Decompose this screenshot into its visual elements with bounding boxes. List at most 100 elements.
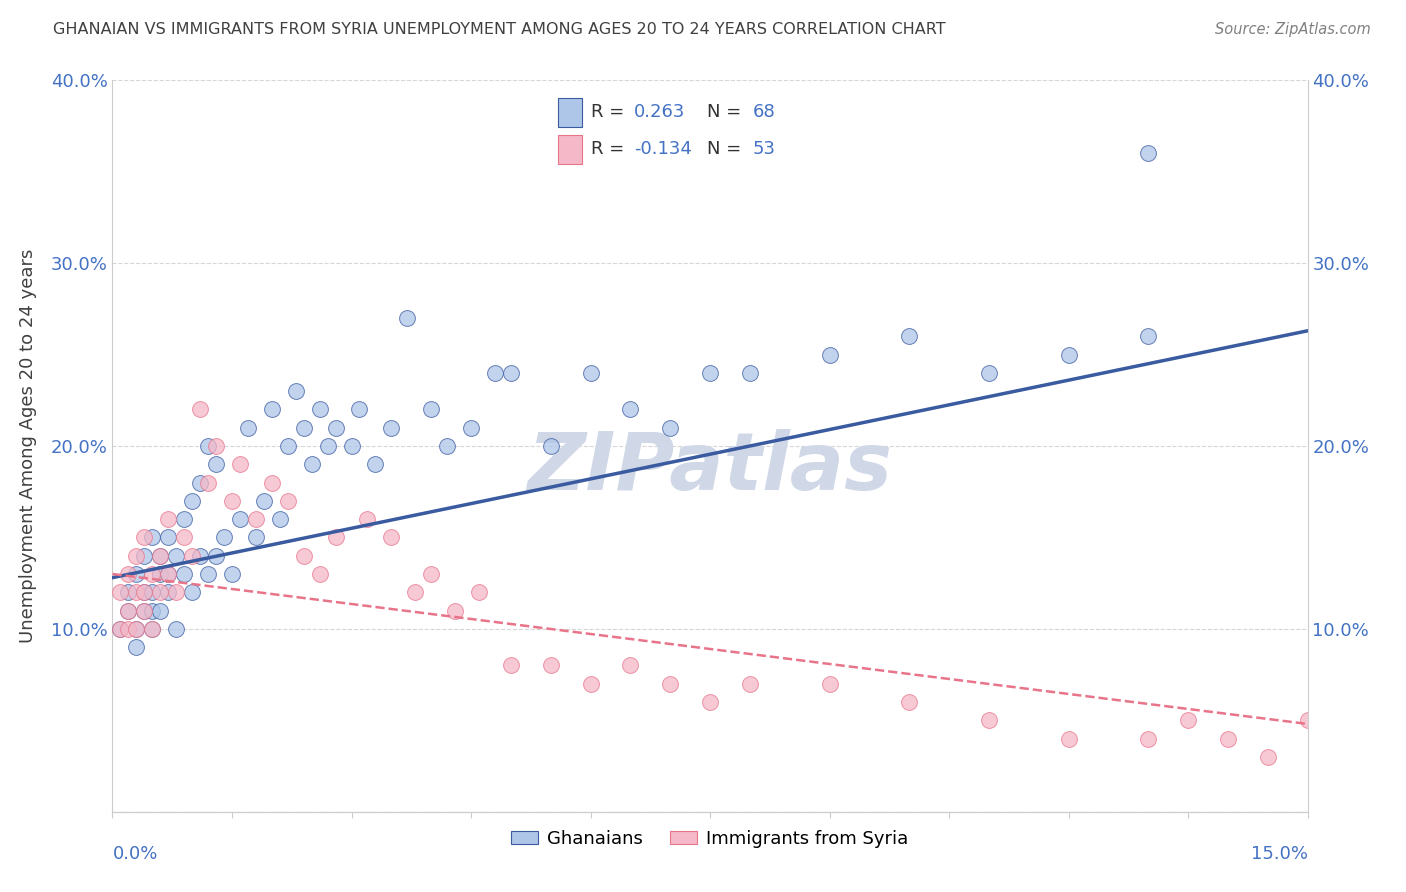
Point: [468, 585, 491, 599]
Point: [659, 421, 682, 435]
Point: [236, 421, 259, 435]
Point: [110, 585, 132, 599]
Point: [141, 622, 163, 636]
Point: [125, 622, 148, 636]
Point: [205, 439, 228, 453]
Point: [205, 457, 228, 471]
Point: [134, 585, 156, 599]
Point: [301, 457, 323, 471]
Point: [484, 366, 506, 380]
Point: [141, 622, 163, 636]
Point: [141, 567, 163, 582]
Point: [738, 366, 761, 380]
Point: [157, 567, 180, 582]
Point: [212, 530, 235, 544]
Point: [149, 567, 172, 582]
Point: [197, 567, 219, 582]
Point: [579, 676, 602, 690]
Y-axis label: Unemployment Among Ages 20 to 24 years: Unemployment Among Ages 20 to 24 years: [18, 249, 37, 643]
Point: [245, 512, 267, 526]
Point: [499, 366, 522, 380]
Point: [134, 603, 156, 617]
Point: [117, 567, 139, 582]
Point: [619, 658, 641, 673]
Point: [134, 549, 156, 563]
Text: GHANAIAN VS IMMIGRANTS FROM SYRIA UNEMPLOYMENT AMONG AGES 20 TO 24 YEARS CORRELA: GHANAIAN VS IMMIGRANTS FROM SYRIA UNEMPL…: [53, 22, 946, 37]
Point: [340, 439, 363, 453]
Point: [292, 421, 315, 435]
Point: [253, 494, 276, 508]
Point: [141, 530, 163, 544]
Point: [260, 402, 283, 417]
Point: [165, 585, 187, 599]
Point: [125, 622, 148, 636]
Point: [898, 695, 921, 709]
Point: [181, 549, 204, 563]
Point: [229, 512, 252, 526]
Point: [699, 366, 721, 380]
Point: [292, 549, 315, 563]
Point: [149, 603, 172, 617]
Point: [738, 676, 761, 690]
Point: [659, 676, 682, 690]
Point: [173, 512, 195, 526]
Point: [197, 475, 219, 490]
Point: [977, 714, 1000, 728]
Point: [619, 402, 641, 417]
Point: [1216, 731, 1239, 746]
Point: [404, 585, 426, 599]
Point: [308, 402, 330, 417]
Point: [125, 549, 148, 563]
Point: [1057, 731, 1080, 746]
Point: [579, 366, 602, 380]
Point: [420, 402, 443, 417]
Point: [117, 603, 139, 617]
Point: [117, 622, 139, 636]
Point: [165, 622, 187, 636]
Point: [110, 622, 132, 636]
Point: [269, 512, 291, 526]
Point: [284, 384, 307, 398]
Point: [1257, 749, 1279, 764]
Text: Source: ZipAtlas.com: Source: ZipAtlas.com: [1215, 22, 1371, 37]
Point: [188, 475, 211, 490]
Point: [117, 603, 139, 617]
Point: [157, 512, 180, 526]
Point: [134, 530, 156, 544]
Point: [205, 549, 228, 563]
Point: [117, 585, 139, 599]
Point: [1177, 714, 1199, 728]
Point: [699, 695, 721, 709]
Point: [277, 494, 299, 508]
Point: [173, 530, 195, 544]
Point: [149, 585, 172, 599]
Point: [149, 549, 172, 563]
Point: [977, 366, 1000, 380]
Point: [157, 530, 180, 544]
Point: [181, 494, 204, 508]
Point: [260, 475, 283, 490]
Point: [157, 585, 180, 599]
Point: [181, 585, 204, 599]
Point: [245, 530, 267, 544]
Point: [134, 603, 156, 617]
Point: [141, 585, 163, 599]
Point: [221, 494, 243, 508]
Point: [1137, 146, 1160, 161]
Point: [141, 603, 163, 617]
Point: [157, 567, 180, 582]
Point: [420, 567, 443, 582]
Point: [1137, 329, 1160, 343]
Point: [188, 402, 211, 417]
Point: [149, 549, 172, 563]
Point: [165, 549, 187, 563]
Point: [277, 439, 299, 453]
Point: [125, 640, 148, 655]
Point: [356, 512, 378, 526]
Point: [460, 421, 482, 435]
Point: [540, 439, 562, 453]
Point: [125, 567, 148, 582]
Point: [325, 530, 347, 544]
Point: [396, 310, 419, 325]
Point: [229, 457, 252, 471]
